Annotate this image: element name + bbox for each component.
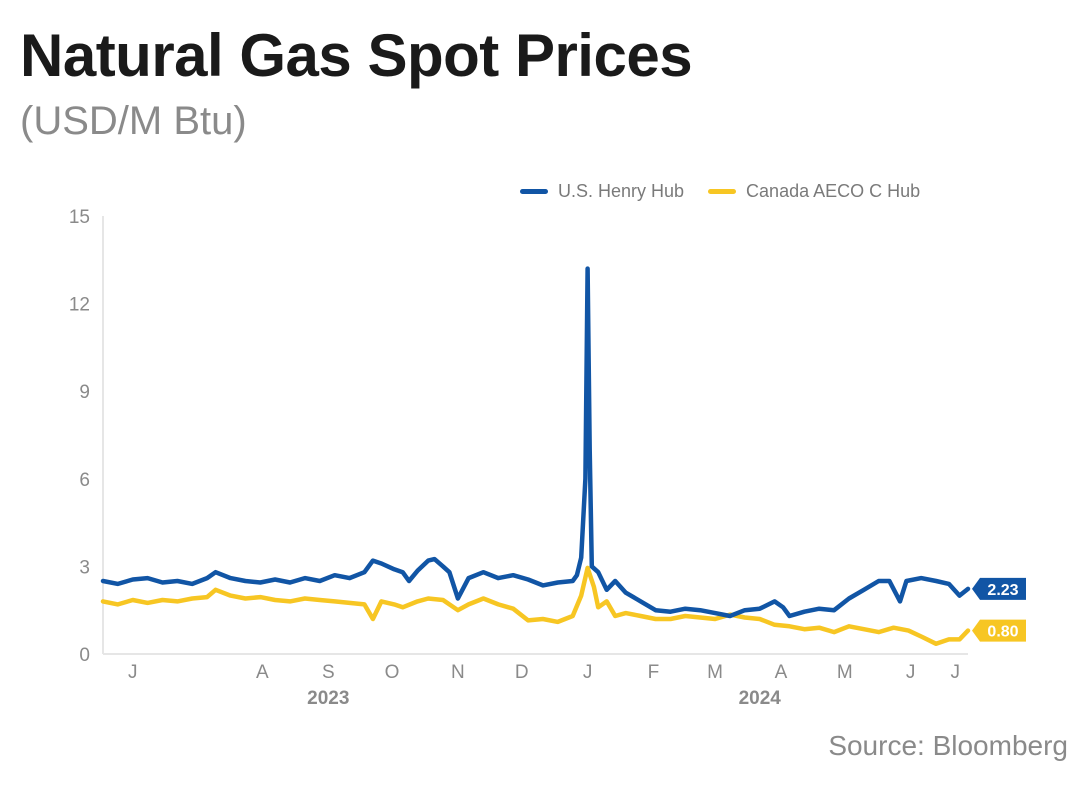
legend-label-aeco-c-hub: Canada AECO C Hub [746,181,921,201]
year-label: 2024 [739,688,782,709]
legend-swatch-aeco-c-hub [708,189,737,194]
y-tick-label: 6 [79,470,90,491]
chart-subtitle: (USD/M Btu) [20,99,247,143]
chart-title: Natural Gas Spot Prices [20,22,693,89]
x-tick-label: S [322,662,335,683]
legend-item-henry-hub: U.S. Henry Hub [520,181,684,202]
y-tick-label: 0 [79,645,90,666]
legend-swatch-henry-hub [520,189,548,194]
series-line-aeco-c-hub [100,565,971,647]
x-tick-label: A [775,662,788,683]
x-tick-label: F [648,662,660,683]
x-tick-label: A [256,662,269,683]
x-tick-label: J [583,662,593,683]
series-line-henry-hub [100,266,971,619]
x-tick-label: N [451,662,465,683]
x-tick-label: M [837,662,853,683]
legend-item-aeco-c-hub: Canada AECO C Hub [708,181,920,202]
year-label: 2023 [307,688,349,709]
y-tick-label: 9 [79,382,90,403]
end-value-tag-aeco-c-hub [972,619,1026,642]
y-tick-label: 15 [69,207,90,228]
end-value-tag-henry-hub [972,577,1026,600]
end-value-label-henry-hub: 2.23 [987,582,1018,599]
legend-label-henry-hub: U.S. Henry Hub [558,181,685,201]
y-tick-label: 3 [79,557,90,578]
y-tick-label: 12 [69,295,90,316]
x-tick-label: D [515,662,529,683]
source-note: Source: Bloomberg [828,730,1068,761]
x-tick-label: O [385,662,400,683]
x-tick-label: J [950,662,960,683]
x-tick-label: M [707,662,723,683]
end-value-label-aeco-c-hub: 0.80 [987,624,1018,641]
legend: U.S. Henry Hub Canada AECO C Hub [520,181,944,202]
x-tick-label: J [906,662,916,683]
x-tick-label: J [128,662,138,683]
